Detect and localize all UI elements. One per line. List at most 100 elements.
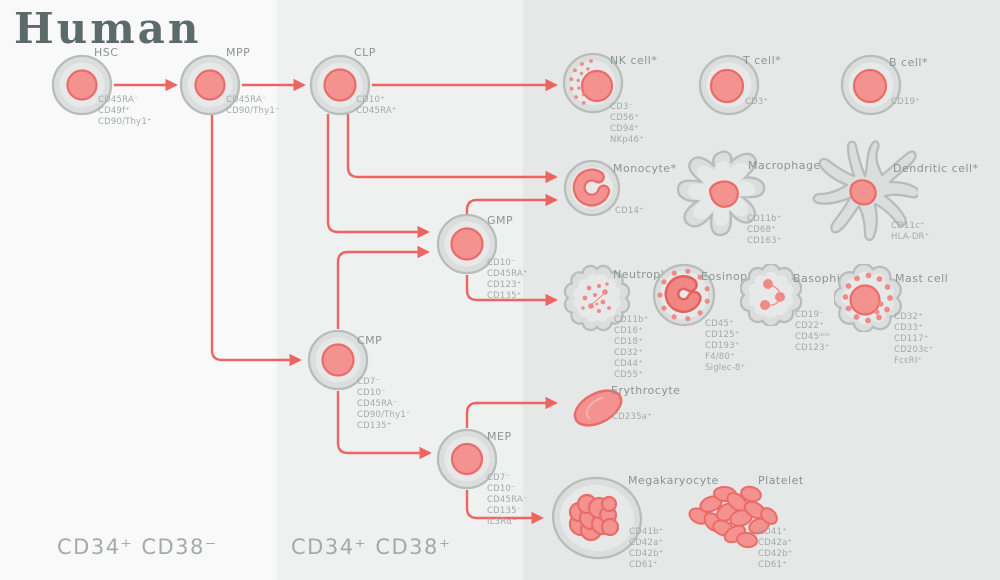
marker-line: CD3⁺: [745, 97, 769, 107]
hsc-cell-icon: [51, 54, 113, 116]
marker-line: CD42a⁺: [629, 538, 664, 548]
dendritic-label: Dendritic cell*: [893, 162, 979, 175]
t-cell-label: T cell*: [743, 54, 782, 67]
marker-line: CD45RA⁺: [356, 106, 397, 116]
t-cell-icon: [698, 54, 760, 116]
cell-b: B cell* CD19⁺: [839, 53, 927, 117]
cell-eosinophil: Eosinophil CD45⁺ CD125⁺ CD193⁺ F4/80⁺ Siglec…: [651, 262, 762, 373]
marker-line: CD45RA⁻: [98, 95, 139, 105]
cell-t: T cell* CD3⁺: [697, 53, 781, 117]
zone-label-cd34pos-cd38pos: CD34⁺ CD38⁺: [291, 535, 452, 559]
monocyte-label: Monocyte*: [613, 162, 677, 175]
marker-line: CD61⁺: [758, 560, 787, 570]
clp-cell-icon: [309, 54, 371, 116]
megakaryocyte-label: Megakaryocyte: [628, 474, 719, 487]
arrow-cmp-to-gmp: [336, 245, 430, 329]
arrow-clp-to-monocyte: [346, 114, 558, 184]
nk-markers: CD3⁻ CD56⁺ CD94⁺ NKp46⁺: [610, 102, 644, 146]
marker-line: CD94⁺: [610, 124, 639, 134]
marker-line: CD45RA⁺: [487, 269, 528, 279]
marker-line: CD42a⁺: [758, 538, 793, 548]
marker-line: CD42b⁺: [758, 549, 793, 559]
marker-line: CD45⁺: [705, 319, 734, 329]
eosinophil-cell-icon: [652, 263, 716, 327]
t-cell-markers: CD3⁺: [745, 97, 768, 108]
marker-line: CD10⁺: [356, 95, 385, 105]
arrow-mep-to-megakaryocyte: [465, 490, 544, 525]
marker-line: IL3Rα⁻: [487, 517, 517, 527]
marker-line: CD68⁺: [747, 225, 776, 235]
basophil-markers: CD19⁻ CD22⁺ CD45ᵈⁱᵐ CD123⁺: [795, 310, 830, 354]
marker-line: CD32⁺: [614, 348, 643, 358]
marker-line: CD32⁺: [894, 312, 923, 322]
marker-line: CD135⁻: [487, 506, 522, 516]
cell-basophil: Basophil CD19⁻ CD22⁺ CD45ᵈⁱᵐ CD123⁺: [740, 264, 843, 353]
b-cell-icon: [840, 54, 902, 116]
gmp-label: GMP: [487, 214, 514, 227]
marker-line: CD45RA⁻: [357, 399, 398, 409]
marker-line: Siglec-8⁺: [705, 363, 746, 373]
cmp-label: CMP: [357, 334, 383, 347]
marker-line: CD203c⁺: [894, 345, 934, 355]
marker-line: CD123⁺: [487, 280, 522, 290]
marker-line: CD19⁺: [891, 97, 920, 107]
cell-gmp: GMP CD10⁻ CD45RA⁺ CD123⁺ CD135⁺: [435, 212, 527, 301]
arrow-clp-to-gmp: [326, 114, 430, 239]
macrophage-cell-icon: [677, 150, 766, 237]
marker-line: CD16⁺: [614, 326, 643, 336]
marker-line: CD42b⁺: [629, 549, 664, 559]
hsc-markers: CD45RA⁻ CD49f⁺ CD90/Thy1⁺: [98, 95, 152, 128]
marker-line: CD90/Thy1⁻: [357, 410, 411, 420]
dendritic-markers: CD11c⁺ HLA-DR⁺: [891, 221, 929, 243]
page-title: Human: [14, 4, 202, 53]
mep-label: MEP: [487, 430, 512, 443]
erythrocyte-markers: CD235a⁺: [612, 412, 652, 423]
marker-line: CD61⁺: [629, 560, 658, 570]
eosinophil-markers: CD45⁺ CD125⁺ CD193⁺ F4/80⁺ Siglec-8⁺: [705, 319, 745, 374]
mep-cell-icon: [436, 428, 498, 490]
marker-line: CD41b⁺: [629, 527, 664, 537]
cell-hsc: HSC CD45RA⁻ CD49f⁺ CD90/Thy1⁺: [50, 46, 151, 127]
marker-line: CD11b⁺: [614, 315, 649, 325]
marker-line: CD45RA⁻: [487, 495, 528, 505]
erythrocyte-cell-icon: [573, 389, 623, 427]
arrow-cmp-to-mep: [336, 391, 432, 460]
marker-line: HLA-DR⁺: [891, 232, 930, 242]
marker-line: CD123⁺: [795, 343, 830, 353]
b-cell-label: B cell*: [889, 56, 928, 69]
mpp-markers: CD45RA⁻ CD90/Thy1⁻: [226, 95, 280, 117]
marker-line: CD235a⁺: [612, 412, 652, 422]
cell-monocyte: Monocyte* CD14⁺: [562, 158, 676, 218]
cell-platelet: Platelet CD41⁺ CD42a⁺ CD42b⁺ CD61⁺: [683, 474, 803, 570]
gmp-markers: CD10⁻ CD45RA⁺ CD123⁺ CD135⁺: [487, 258, 528, 302]
marker-line: CD10⁻: [487, 258, 516, 268]
marker-line: NKp46⁺: [610, 135, 644, 145]
arrow-gmp-to-neutrophil: [465, 275, 558, 307]
mastcell-label: Mast cell: [895, 272, 949, 285]
marker-line: CD55⁺: [614, 370, 643, 380]
platelet-markers: CD41⁺ CD42a⁺ CD42b⁺ CD61⁺: [758, 527, 792, 571]
mpp-label: MPP: [226, 46, 251, 59]
marker-line: F4/80⁺: [705, 352, 735, 362]
arrow-mep-to-erythrocyte: [465, 396, 558, 428]
cell-erythrocyte: Erythrocyte CD235a⁺: [567, 384, 680, 431]
megakaryocyte-markers: CD41b⁺ CD42a⁺ CD42b⁺ CD61⁺: [629, 527, 663, 571]
marker-line: CD135⁺: [487, 291, 522, 301]
cell-mpp: MPP CD45RA⁻ CD90/Thy1⁻: [178, 46, 279, 117]
marker-line: CD22⁺: [795, 321, 824, 331]
marker-line: CD10⁻: [487, 484, 516, 494]
marker-line: CD44⁺: [614, 359, 643, 369]
arrow-mpp-to-cmp: [210, 114, 302, 367]
cmp-cell-icon: [307, 329, 369, 391]
cell-cmp: CMP CD7⁻ CD10⁻ CD45RA⁻ CD90/Thy1⁻ CD135⁺: [306, 328, 410, 431]
platelet-cell-icon: [688, 485, 778, 549]
marker-line: CD7⁻: [357, 377, 381, 387]
marker-line: CD90/Thy1⁺: [98, 117, 152, 127]
marker-line: CD33⁺: [894, 323, 923, 333]
cmp-markers: CD7⁻ CD10⁻ CD45RA⁻ CD90/Thy1⁻ CD135⁺: [357, 377, 411, 432]
b-cell-markers: CD19⁺: [891, 97, 920, 108]
mastcell-markers: CD32⁺ CD33⁺ CD117⁺ CD203c⁺ FcεRI⁺: [894, 312, 933, 367]
mast-cell-icon: [834, 264, 902, 332]
arrow-gmp-to-monocyte: [465, 193, 558, 214]
marker-line: CD19⁻: [795, 310, 824, 320]
